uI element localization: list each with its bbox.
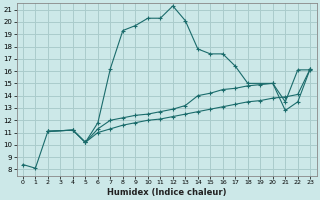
X-axis label: Humidex (Indice chaleur): Humidex (Indice chaleur) <box>107 188 226 197</box>
